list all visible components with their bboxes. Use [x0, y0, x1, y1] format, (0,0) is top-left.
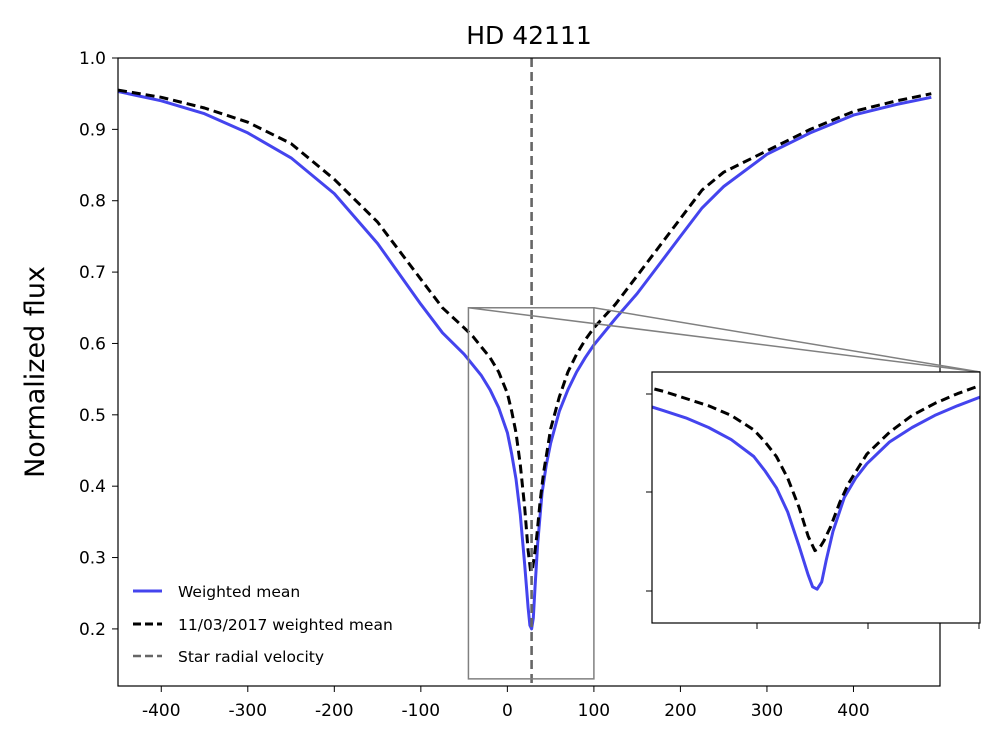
legend-label-star-radial-velocity: Star radial velocity [178, 648, 324, 666]
x-tick-label: -400 [142, 701, 181, 721]
x-tick-label: -200 [315, 701, 354, 721]
x-tick-label: 100 [578, 701, 610, 721]
inset-zoom-rect [467, 307, 595, 680]
x-tick-label: 400 [837, 701, 869, 721]
legend: Weighted mean 11/03/2017 weighted mean S… [133, 583, 393, 666]
x-tick-label: 300 [751, 701, 783, 721]
inset-zoom-indicator [467, 307, 981, 680]
chart-title: HD 42111 [466, 21, 592, 50]
inset-series-line-weighted-mean [652, 395, 980, 591]
y-tick-label: 0.2 [79, 620, 106, 640]
y-tick-label: 0.3 [79, 549, 106, 569]
inset-series-line-11-03-2017-weighted-mean [652, 383, 980, 553]
legend-label-weighted-mean: Weighted mean [178, 583, 300, 601]
y-tick-label: 0.7 [79, 263, 106, 283]
y-axis-label: Normalized flux [20, 266, 51, 478]
y-tick-group: 0.2 0.3 0.4 0.5 0.6 0.7 0.8 0.9 1.0 [79, 49, 118, 640]
inset-tick-marks [646, 393, 980, 629]
y-tick-label: 1.0 [79, 49, 106, 69]
inset-frame [651, 371, 981, 624]
y-tick-label: 0.8 [79, 192, 106, 212]
y-tick-label: 0.5 [79, 406, 106, 426]
x-tick-label: -300 [228, 701, 267, 721]
inset-background [652, 372, 980, 623]
inset-connector-line [468, 307, 981, 373]
inset-connector-line [593, 307, 981, 373]
y-tick-label: 0.9 [79, 120, 106, 140]
y-tick-label: 0.6 [79, 334, 106, 354]
series-line-11-03-2017-weighted-mean [118, 88, 932, 574]
inset-series-group [652, 383, 980, 591]
x-tick-label: -100 [402, 701, 441, 721]
x-tick-label: 200 [664, 701, 696, 721]
x-tick-label: 0 [502, 701, 513, 721]
x-tick-group: -400 -300 -200 -100 0 100 200 300 400 [142, 686, 870, 721]
y-tick-label: 0.4 [79, 477, 106, 497]
legend-label-11-03-2017: 11/03/2017 weighted mean [178, 616, 393, 634]
